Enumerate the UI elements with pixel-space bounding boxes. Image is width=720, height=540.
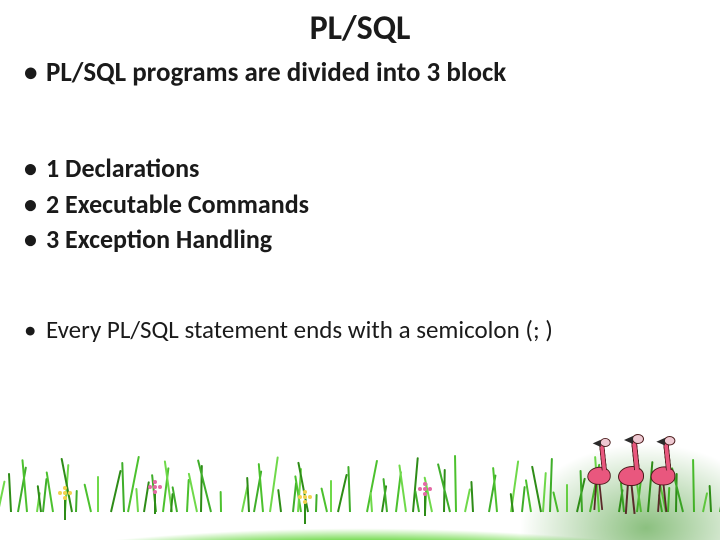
grass-hill (0, 460, 720, 540)
slide: PL/SQL PL/SQL programs are divided into … (0, 0, 720, 540)
bullet-list: PL/SQL programs are divided into 3 block (22, 55, 700, 91)
bullet-list-closing: Every PL/SQL statement ends with a semic… (22, 313, 700, 347)
bullet-item-2: 2 Executable Commands (22, 187, 700, 222)
spacer (22, 257, 700, 313)
slide-content: PL/SQL programs are divided into 3 block… (0, 55, 720, 346)
slide-title: PL/SQL (0, 0, 720, 55)
grass-blades (0, 442, 720, 512)
bullet-item-3: 3 Exception Handling (22, 222, 700, 257)
flower-icon (420, 484, 430, 494)
flamingo-icon (647, 436, 679, 512)
bullet-intro: PL/SQL programs are divided into 3 block (22, 55, 700, 91)
bullet-item-1: 1 Declarations (22, 151, 700, 186)
bullet-list-items: 1 Declarations 2 Executable Commands 3 E… (22, 151, 700, 256)
spacer (22, 91, 700, 151)
bullet-closing: Every PL/SQL statement ends with a semic… (22, 313, 700, 347)
flower-icon (60, 488, 70, 498)
flamingo-icon (584, 438, 615, 510)
flower-icon (300, 492, 310, 502)
flamingos-group (582, 418, 692, 514)
flower-icon (150, 482, 160, 492)
grass-vignette (490, 400, 720, 540)
decorative-grass (0, 420, 720, 540)
flamingo-icon (614, 434, 648, 514)
